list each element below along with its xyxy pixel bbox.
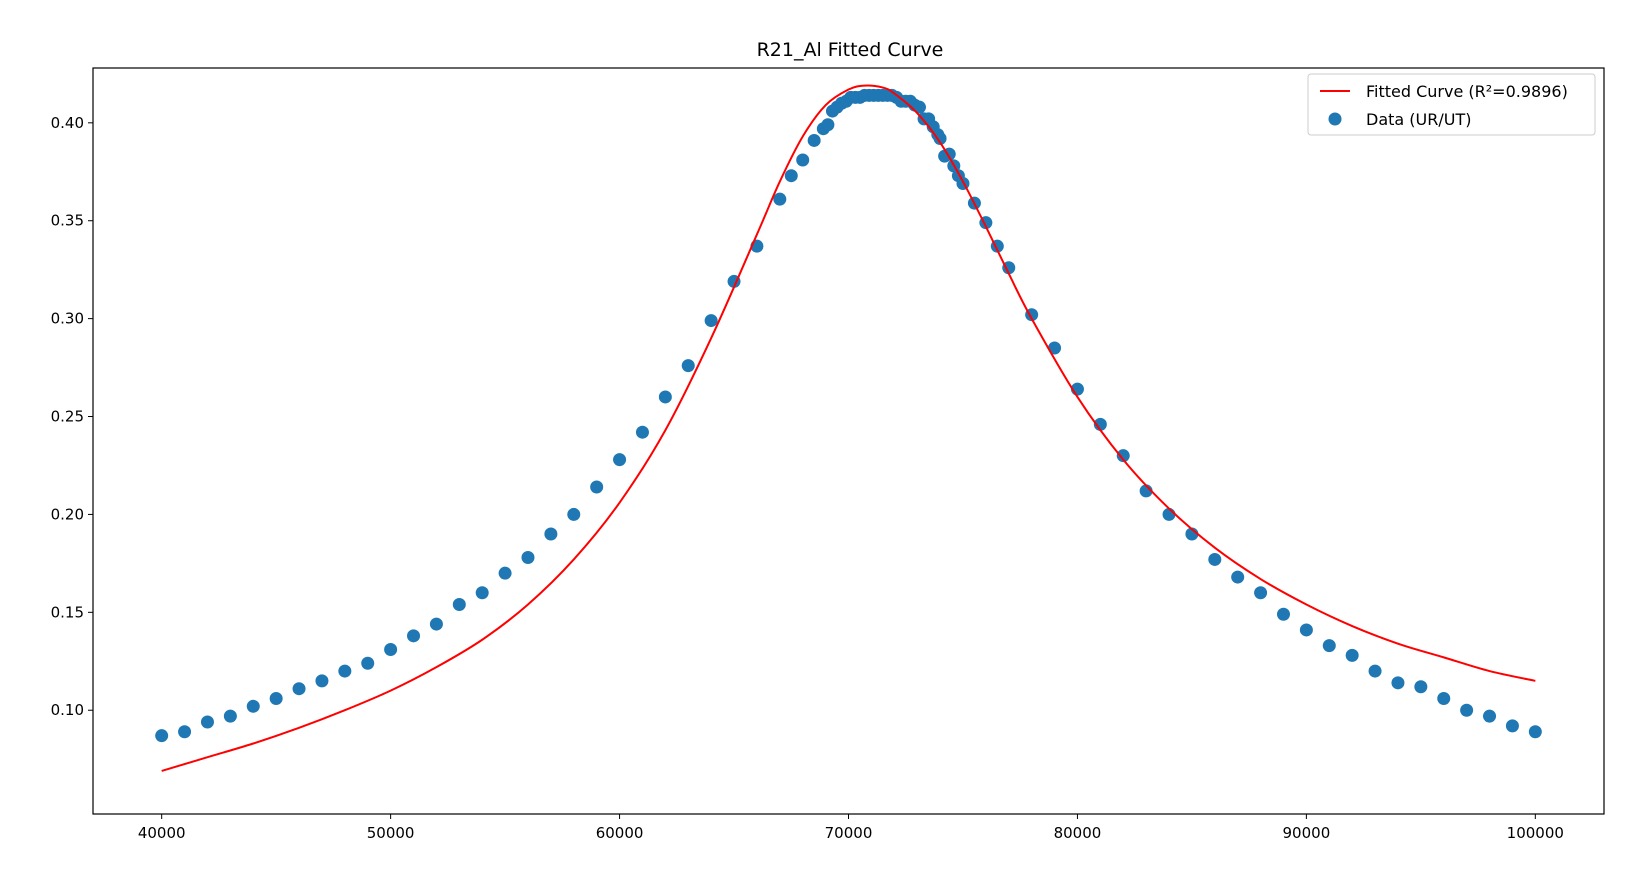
chart-title: R21_Al Fitted Curve: [757, 39, 944, 61]
x-tick-label: 40000: [138, 824, 186, 842]
data-point: [498, 566, 512, 580]
x-tick-label: 50000: [367, 824, 415, 842]
data-point: [1093, 417, 1107, 431]
data-point: [1002, 261, 1016, 275]
data-point: [269, 691, 283, 705]
data-point: [246, 699, 260, 713]
data-point: [635, 425, 649, 439]
x-tick-label: 60000: [596, 824, 644, 842]
data-point: [1483, 709, 1497, 723]
data-point: [1505, 719, 1519, 733]
data-point: [821, 118, 835, 132]
legend-marker-swatch: [1328, 112, 1342, 126]
data-point: [1208, 552, 1222, 566]
axes-frame: [92, 67, 1605, 815]
data-point: [475, 586, 489, 600]
data-point: [1254, 586, 1268, 600]
x-axis: 40000 50000 60000 70000 80000 90000 100000: [138, 814, 1564, 842]
legend-label-fitted: Fitted Curve (R²=0.9896): [1366, 82, 1568, 101]
data-point: [773, 192, 787, 206]
data-point: [681, 359, 695, 373]
legend-box: [1307, 73, 1596, 136]
y-tick-label: 0.30: [51, 310, 84, 328]
y-tick-label: 0.15: [51, 603, 84, 621]
data-point: [200, 715, 214, 729]
data-point: [178, 725, 192, 739]
legend: Fitted Curve (R²=0.9896) Data (UR/UT): [1307, 73, 1596, 136]
data-point: [1116, 449, 1130, 463]
data-point: [429, 617, 443, 631]
data-point: [567, 507, 581, 521]
data-point: [1460, 703, 1474, 717]
y-axis: 0.10 0.15 0.20 0.25 0.30 0.35 0.40: [51, 114, 93, 719]
legend-label-data: Data (UR/UT): [1366, 110, 1471, 129]
fitted-curve-line: [161, 84, 1536, 772]
plot-area: [155, 84, 1542, 772]
data-point: [704, 314, 718, 328]
data-point: [452, 597, 466, 611]
data-point: [658, 390, 672, 404]
y-tick-label: 0.20: [51, 505, 84, 523]
data-point: [1299, 623, 1313, 637]
x-tick-label: 90000: [1283, 824, 1331, 842]
data-point: [1276, 607, 1290, 621]
data-point: [223, 709, 237, 723]
data-point: [361, 656, 375, 670]
y-tick-label: 0.10: [51, 701, 84, 719]
data-point: [807, 133, 821, 147]
data-point: [933, 131, 947, 145]
data-point: [784, 169, 798, 183]
y-tick-label: 0.25: [51, 408, 84, 426]
y-tick-label: 0.40: [51, 114, 84, 132]
data-point: [1231, 570, 1245, 584]
data-point: [544, 527, 558, 541]
y-tick-label: 0.35: [51, 212, 84, 230]
x-tick-label: 80000: [1054, 824, 1102, 842]
data-point: [338, 664, 352, 678]
data-point: [1391, 676, 1405, 690]
data-point: [613, 453, 627, 467]
x-tick-label: 100000: [1507, 824, 1564, 842]
data-point: [384, 643, 398, 657]
x-tick-label: 70000: [825, 824, 873, 842]
data-point: [521, 551, 535, 565]
data-point: [1437, 691, 1451, 705]
data-point: [1048, 341, 1062, 355]
data-point: [1368, 664, 1382, 678]
data-point: [590, 480, 604, 494]
data-point: [315, 674, 329, 688]
data-point: [1345, 648, 1359, 662]
data-point: [1322, 639, 1336, 653]
data-point: [155, 729, 169, 743]
data-point: [407, 629, 421, 643]
data-point: [796, 153, 810, 167]
data-point: [1414, 680, 1428, 694]
data-point: [292, 682, 306, 696]
data-point: [912, 100, 926, 114]
data-point: [1528, 725, 1542, 739]
